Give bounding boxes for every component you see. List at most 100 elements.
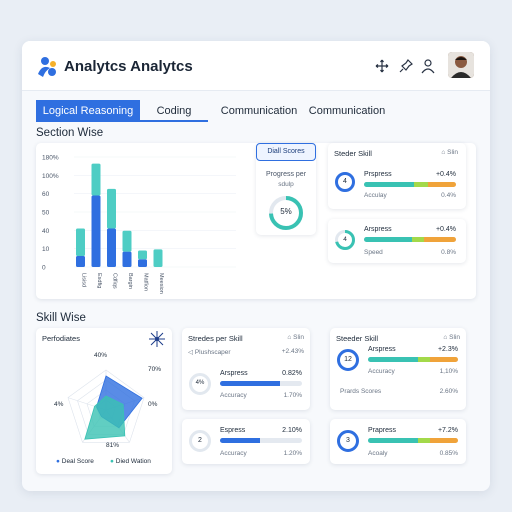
prards-scores-value: 2.60%	[439, 388, 458, 395]
progress-per-label: Progress per	[265, 171, 307, 178]
bar	[91, 195, 101, 267]
espress-sub: Accuracy	[220, 450, 247, 457]
bar	[122, 230, 132, 252]
steeder-progress-bar	[368, 357, 458, 362]
arspress-name: Arspress	[364, 226, 392, 233]
bar	[138, 250, 147, 260]
bar	[153, 249, 163, 267]
prapress-sub: Acoaly	[368, 450, 388, 457]
x-tick-label: Lisisd	[81, 273, 87, 287]
steder-status: ⌂ Slin	[441, 149, 458, 156]
steder-item-sub: Acculay	[364, 192, 387, 199]
stredes-status: ⌂ Slin	[287, 334, 304, 341]
steeder-ring-label: 12	[344, 356, 352, 363]
radar-label-right: 70%	[148, 366, 162, 373]
bar	[107, 228, 116, 267]
steder-title: Steder Skill	[334, 149, 372, 158]
espress-sub-value: 1.20%	[283, 450, 302, 457]
prards-scores-label: Prards Scores	[340, 388, 382, 395]
bar	[122, 251, 132, 267]
x-tick-label: Bargin	[127, 273, 133, 289]
steeder-item-value: +2.3%	[437, 346, 458, 353]
steder-ring-label: 4	[343, 178, 347, 185]
progress-sub-label: sdulp	[278, 181, 294, 188]
bar	[76, 256, 85, 267]
y-tick-label: 40	[42, 228, 50, 235]
steder-item-delta: +0.4%	[435, 171, 456, 178]
progress-ring	[269, 196, 303, 230]
arspress-value: 0.8%	[441, 249, 456, 256]
app-logo-icon	[38, 57, 56, 77]
avatar[interactable]	[448, 52, 474, 78]
steeder-ring	[337, 349, 359, 371]
radar-chart	[67, 369, 145, 443]
radar-legend-1: ● Deal Score	[56, 458, 94, 465]
y-tick-label: 10	[42, 246, 50, 253]
y-tick-label: 100%	[42, 173, 59, 180]
prapress-value: +7.2%	[437, 427, 458, 434]
arspress-progress-bar	[364, 237, 456, 242]
header: Analytcs Analytcs	[22, 41, 490, 91]
radar-label-top: 40%	[94, 352, 108, 359]
diall-scores-button[interactable]: Diall Scores	[256, 143, 316, 161]
arspress-delta: +0.4%	[435, 226, 456, 233]
arspress-ring-label: 4	[343, 236, 347, 243]
stredes-title: Stredes per Skill	[188, 334, 243, 343]
tab-logical-reasoning[interactable]: Logical Reasoning	[36, 100, 140, 122]
radar-grid	[67, 369, 145, 443]
prapress-progress-bar	[368, 438, 458, 443]
diall-card: Diall Scores Progress per sdulp 5%	[256, 143, 316, 235]
y-tick-label: 50	[42, 210, 50, 217]
radar-legend-2: ● Died Wation	[110, 458, 151, 465]
bar	[107, 188, 116, 229]
espress-card: 2 Espress 2.10% Accuracy 1.20%	[182, 419, 310, 464]
steder-item-name: Prspress	[364, 171, 392, 178]
move-icon[interactable]	[374, 58, 390, 74]
steder-ring	[335, 172, 355, 192]
section-wise-title: Section Wise	[36, 127, 104, 139]
pin-icon[interactable]	[398, 58, 414, 74]
steeder-skill-card: Steeder Skill ⌂ Slin 12 Arspress +2.3% A…	[330, 328, 466, 410]
espress-progress-bar	[220, 438, 302, 443]
steder-skill-card: Steder Skill ⌂ Slin 4 Prspress +0.4% Acc…	[328, 143, 466, 209]
user-icon[interactable]	[420, 58, 436, 74]
prapress-sub-value: 0.85%	[439, 450, 458, 457]
tab-communication-2[interactable]: Communication	[308, 105, 386, 117]
stredes-progress-bar	[220, 381, 302, 386]
radar-label-bottom: 81%	[106, 442, 120, 449]
arspress-sub: Speed	[364, 249, 383, 256]
sparkle-icon[interactable]	[148, 330, 166, 348]
radar-series	[84, 395, 126, 440]
stredes-ring	[189, 373, 211, 395]
steeder-item-sub-value: 1,10%	[439, 368, 458, 375]
espress-value: 2.10%	[282, 427, 302, 434]
app-title: Analytcs Analytcs	[64, 58, 193, 75]
prapress-ring-label: 3	[346, 437, 350, 444]
espress-ring	[189, 430, 211, 452]
y-tick-label: 180%	[42, 155, 59, 162]
steeder-status: ⌂ Slin	[443, 334, 460, 341]
x-tick-label: Esdfig	[96, 273, 102, 288]
steder-item-value: 0.4%	[441, 192, 456, 199]
steeder-item-sub: Accuracy	[368, 368, 395, 375]
bar	[91, 163, 101, 196]
radar-label-bottom-right: 0%	[148, 401, 158, 408]
stredes-sub-value: +2.43%	[281, 348, 304, 355]
stredes-item-sub-value: 1.70%	[283, 392, 302, 399]
tab-coding[interactable]: Coding	[140, 100, 208, 122]
tab-communication[interactable]: Communication	[220, 105, 298, 117]
stredes-item-name: Arspress	[220, 370, 248, 377]
bar	[138, 259, 147, 267]
steder-progress-bar	[364, 182, 456, 187]
x-tick-label: Matfion	[143, 273, 149, 291]
espress-name: Espress	[220, 427, 246, 434]
y-tick-label: 0	[42, 265, 46, 272]
espress-ring-label: 2	[198, 437, 202, 444]
y-tick-label: 60	[42, 191, 50, 198]
stredes-card: Stredes per Skill ⌂ Slin ◁ Plushscaper +…	[182, 328, 310, 410]
progress-value: 5%	[280, 207, 292, 216]
app-window: Analytcs Analytcs Logical Reasoning Codi…	[22, 41, 490, 491]
stredes-item-sub: Accuracy	[220, 392, 247, 399]
steeder-title: Steeder Skill	[336, 334, 379, 343]
stredes-ring-label: 4%	[195, 380, 205, 386]
